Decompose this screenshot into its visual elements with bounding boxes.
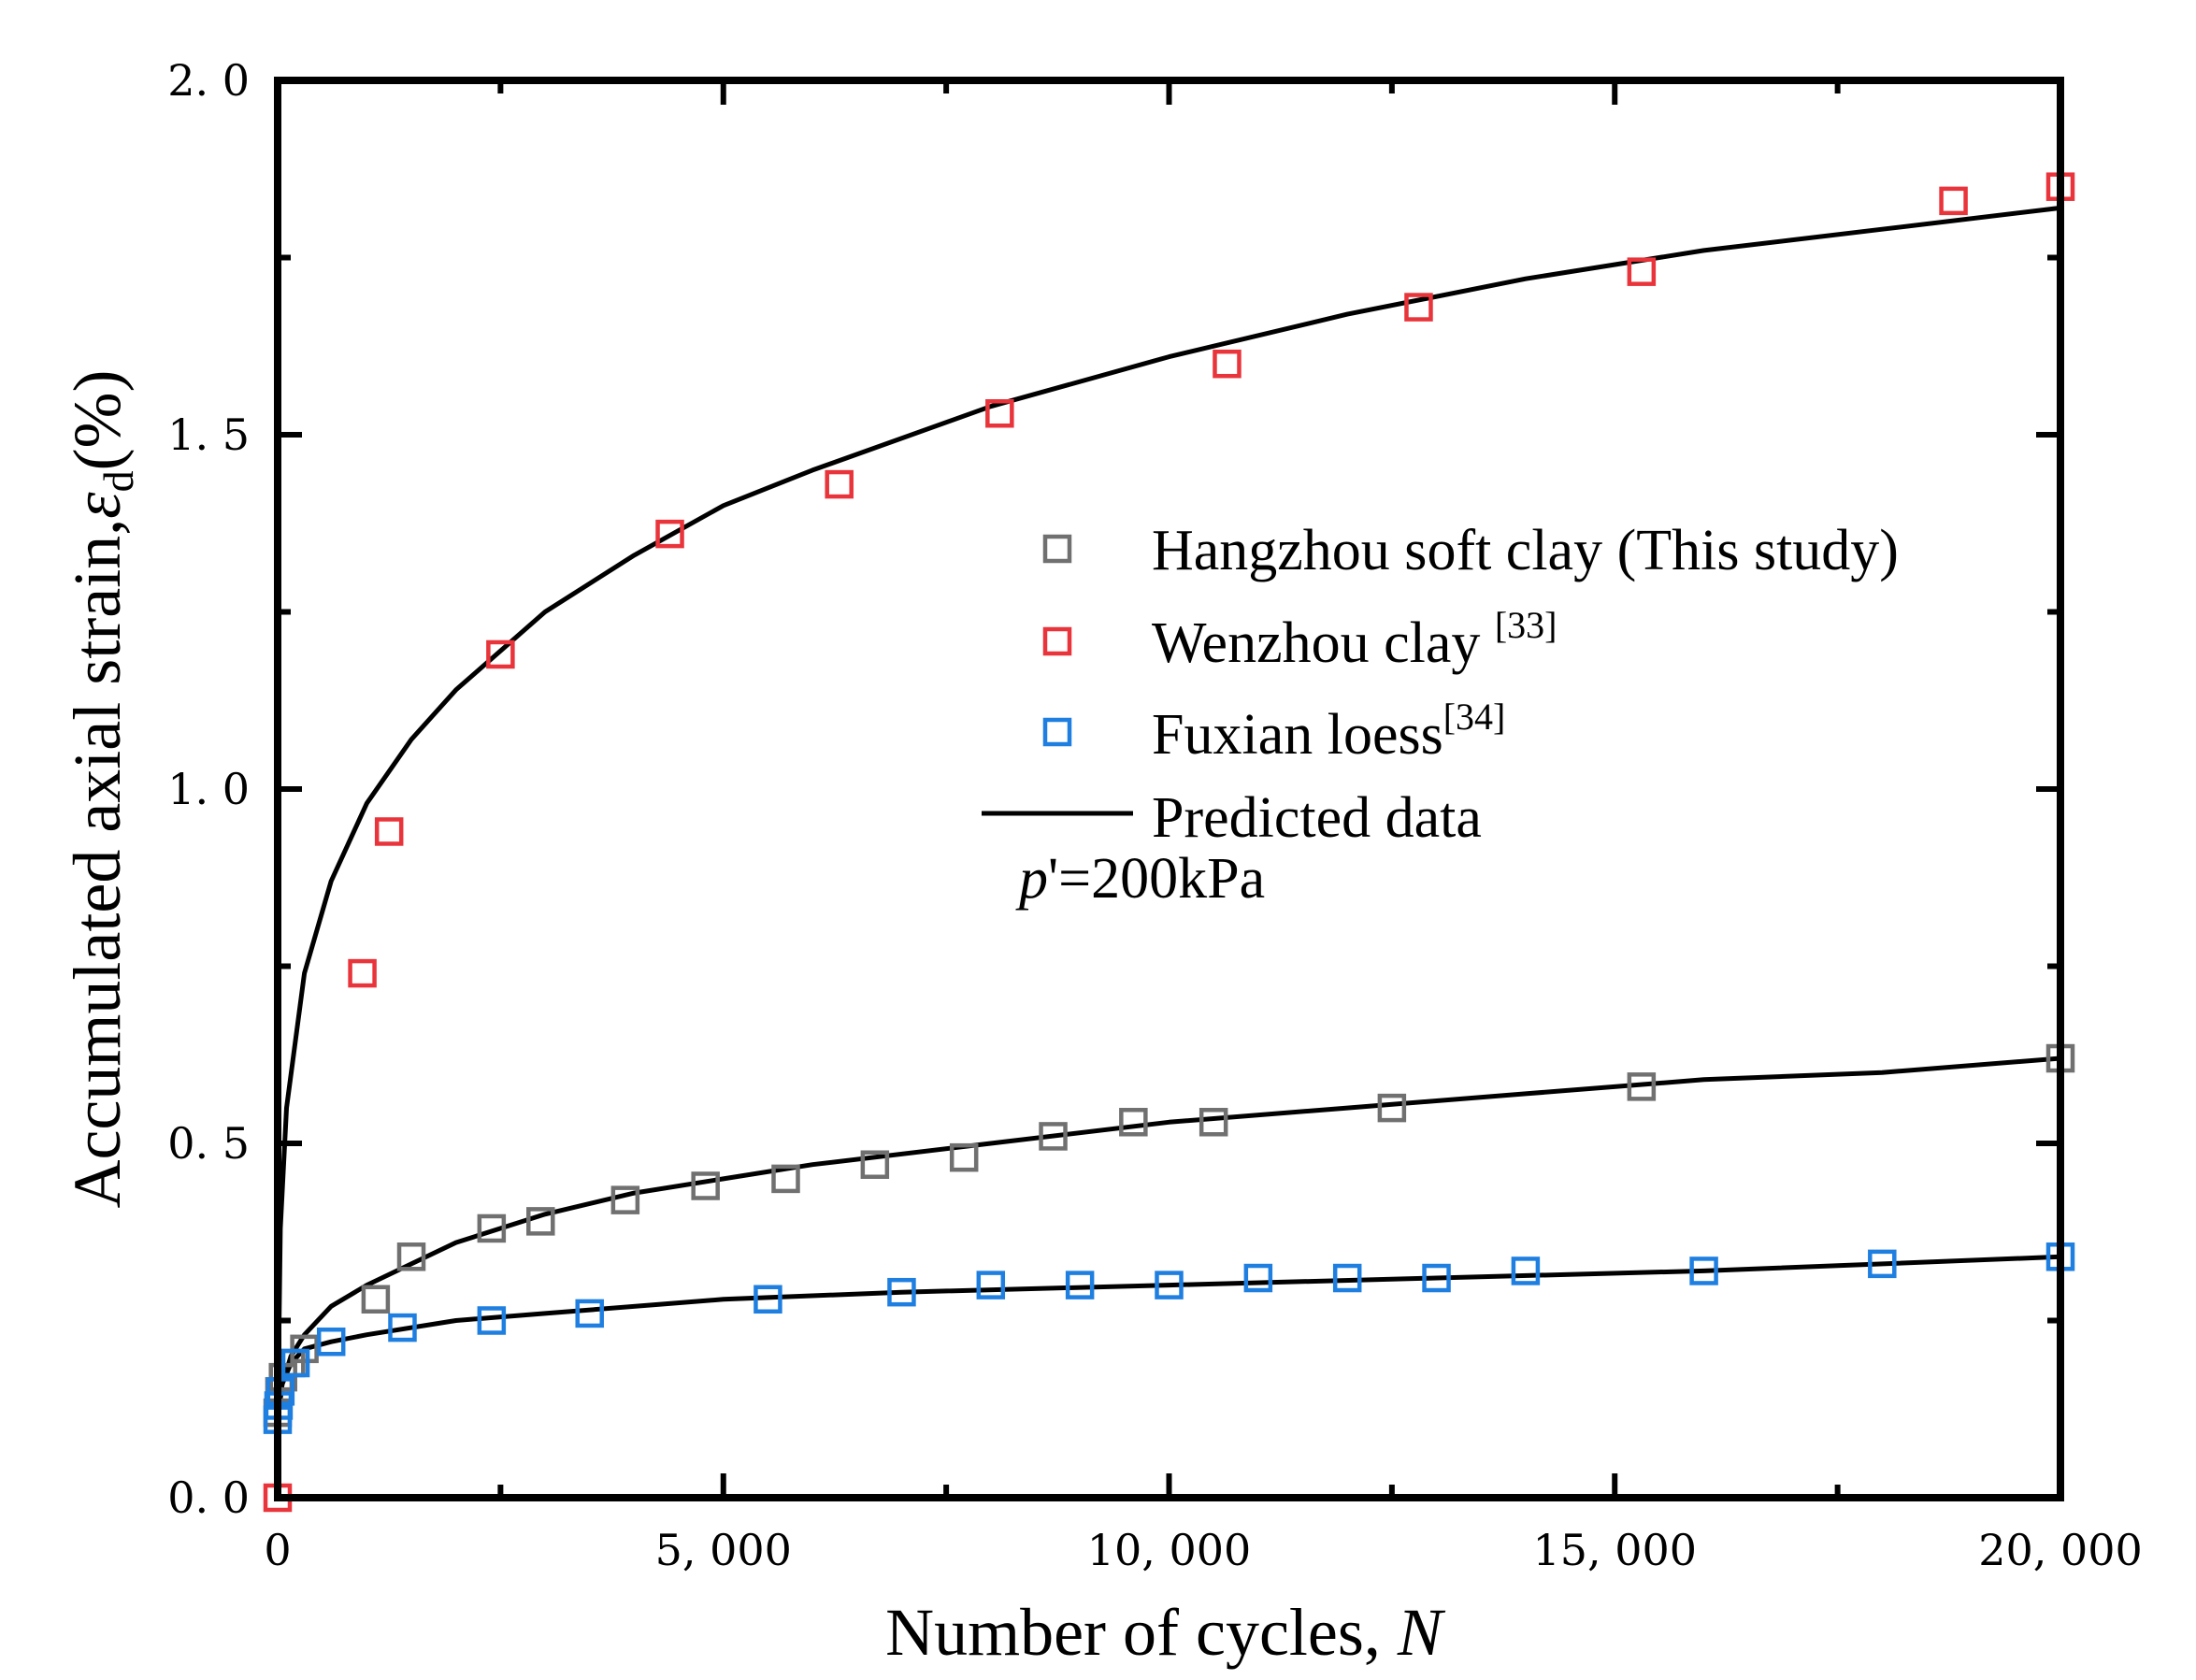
- y-axis-unit: (%): [60, 369, 135, 470]
- data-point-series-0: [1039, 1122, 1068, 1151]
- x-tick-label: 5, 000: [655, 1525, 792, 1575]
- data-point-series-1: [1939, 186, 1968, 216]
- data-point-series-2: [1511, 1256, 1541, 1285]
- x-tick-label: 0: [264, 1525, 291, 1575]
- data-point-series-0: [396, 1242, 426, 1271]
- legend-marker-wenzhou: [1042, 626, 1072, 656]
- legend-ref-fuxian: [34]: [1443, 696, 1506, 738]
- data-point-series-2: [477, 1306, 507, 1335]
- data-point-series-2: [1243, 1263, 1273, 1293]
- data-point-series-1: [486, 639, 515, 669]
- data-point-series-2: [976, 1271, 1006, 1299]
- y-tick-label: 2. 0: [167, 55, 250, 106]
- pressure-variable: p: [1015, 847, 1048, 911]
- legend: Hangzhou soft clay (This study) Wenzhou …: [982, 519, 1899, 850]
- y-axis-title: Accumulated axial strain,εd(%): [60, 369, 142, 1208]
- data-point-series-2: [388, 1313, 417, 1343]
- pressure-value: '=200kPa: [1048, 847, 1265, 911]
- data-point-series-2: [575, 1299, 604, 1328]
- data-point-series-0: [477, 1213, 507, 1243]
- x-tick-label: 20, 000: [1978, 1525, 2143, 1575]
- x-axis-title: Number of cycles, N: [885, 1595, 1446, 1670]
- legend-label-wenzhou: Wenzhou clay [33]: [1152, 604, 1557, 675]
- axis-ticks: [275, 78, 2063, 1501]
- data-point-series-2: [316, 1327, 346, 1357]
- y-tick-label: 0. 5: [167, 1118, 250, 1169]
- legend-label-hangzhou: Hangzhou soft clay (This study): [1152, 519, 1899, 582]
- y-axis-title-text: Accumulated axial strain,: [60, 519, 135, 1209]
- data-point-series-1: [1627, 257, 1657, 286]
- data-point-series-0: [691, 1171, 720, 1200]
- data-point-series-1: [655, 519, 684, 549]
- data-point-series-0: [526, 1207, 555, 1236]
- data-point-series-0: [860, 1150, 890, 1179]
- y-axis-subscript: d: [94, 470, 142, 492]
- axis-tick-labels: 0 5, 000 10, 000 15, 000 20, 000 0. 0 0. 5 1. 0…: [167, 55, 2143, 1575]
- data-point-series-2: [1689, 1256, 1718, 1285]
- data-point-series-2: [280, 1348, 310, 1378]
- data-point-series-0: [771, 1164, 800, 1194]
- data-point-series-2: [1868, 1249, 1897, 1279]
- data-point-series-0: [949, 1142, 979, 1172]
- data-point-series-1: [825, 469, 854, 499]
- legend-marker-hangzhou: [1042, 534, 1072, 564]
- data-point-series-1: [348, 958, 377, 988]
- data-point-series-0: [1119, 1108, 1148, 1137]
- x-tick-label: 15, 000: [1532, 1525, 1697, 1575]
- legend-ref-wenzhou: [33]: [1495, 604, 1557, 646]
- data-point-series-2: [887, 1277, 916, 1307]
- data-point-series-2: [1332, 1263, 1362, 1293]
- y-axis-symbol: ε: [60, 492, 135, 519]
- data-point-series-0: [1377, 1093, 1407, 1123]
- data-point-series-1: [374, 817, 404, 846]
- data-point-series-2: [1155, 1271, 1184, 1299]
- y-tick-label: 1. 0: [167, 764, 250, 814]
- y-tick-label: 1. 5: [167, 409, 250, 460]
- data-point-series-0: [1627, 1072, 1657, 1101]
- legend-label-predicted: Predicted data: [1152, 786, 1482, 850]
- data-point-series-0: [1198, 1108, 1228, 1137]
- pressure-annotation: p'=200kPa: [1015, 847, 1265, 911]
- x-tick-label: 10, 000: [1087, 1525, 1252, 1575]
- legend-label-fuxian: Fuxian loess[34]: [1152, 696, 1505, 767]
- data-point-series-0: [361, 1285, 391, 1314]
- x-axis-title-text: Number of cycles,: [885, 1595, 1398, 1670]
- data-point-series-1: [985, 399, 1014, 428]
- predicted-curve-1: [275, 1055, 2061, 1420]
- predicted-curve-0: [275, 205, 2061, 1428]
- x-axis-variable: N: [1397, 1595, 1446, 1670]
- plot-marks: [263, 172, 2075, 1513]
- data-point-series-0: [610, 1185, 640, 1214]
- predicted-curve-2: [275, 1254, 2061, 1420]
- data-point-series-1: [1404, 293, 1433, 322]
- legend-marker-fuxian: [1042, 717, 1072, 747]
- data-point-series-2: [1422, 1263, 1451, 1293]
- data-point-series-2: [754, 1285, 782, 1314]
- data-point-series-2: [1065, 1271, 1095, 1299]
- data-point-series-1: [1213, 349, 1242, 379]
- y-tick-label: 0. 0: [167, 1472, 250, 1523]
